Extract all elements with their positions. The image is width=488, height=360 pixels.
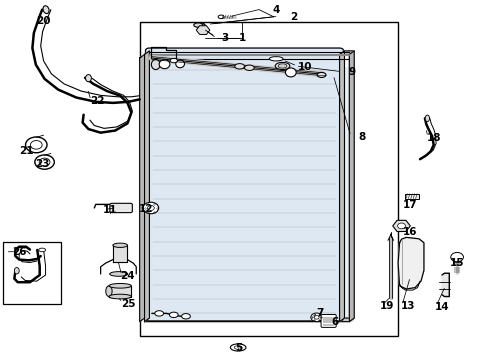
Ellipse shape bbox=[85, 75, 91, 82]
Circle shape bbox=[35, 155, 54, 169]
Text: 21: 21 bbox=[19, 145, 34, 156]
Text: 22: 22 bbox=[90, 96, 104, 106]
Text: 19: 19 bbox=[379, 301, 393, 311]
Ellipse shape bbox=[269, 57, 283, 61]
Ellipse shape bbox=[159, 60, 169, 69]
Ellipse shape bbox=[169, 312, 178, 318]
Text: 6: 6 bbox=[330, 317, 338, 327]
Circle shape bbox=[143, 202, 158, 214]
Polygon shape bbox=[109, 286, 131, 297]
Text: 2: 2 bbox=[289, 12, 296, 22]
Ellipse shape bbox=[244, 65, 254, 71]
Ellipse shape bbox=[218, 15, 224, 19]
Polygon shape bbox=[397, 237, 423, 289]
Circle shape bbox=[25, 137, 47, 153]
Polygon shape bbox=[339, 51, 344, 321]
Text: 12: 12 bbox=[139, 204, 153, 214]
Text: 9: 9 bbox=[347, 67, 355, 77]
Text: 15: 15 bbox=[448, 258, 463, 268]
Ellipse shape bbox=[317, 72, 325, 77]
Ellipse shape bbox=[285, 68, 296, 77]
Text: 5: 5 bbox=[235, 343, 242, 353]
Text: 8: 8 bbox=[357, 132, 365, 142]
Ellipse shape bbox=[175, 60, 184, 68]
Circle shape bbox=[450, 252, 463, 262]
Ellipse shape bbox=[39, 248, 45, 252]
Ellipse shape bbox=[43, 6, 49, 14]
Ellipse shape bbox=[155, 311, 163, 316]
Polygon shape bbox=[441, 273, 448, 297]
Ellipse shape bbox=[109, 294, 131, 299]
Polygon shape bbox=[113, 245, 127, 262]
Bar bbox=[149, 67, 353, 321]
Text: 16: 16 bbox=[402, 227, 417, 237]
Text: 18: 18 bbox=[426, 133, 440, 143]
Text: 11: 11 bbox=[103, 206, 118, 216]
Ellipse shape bbox=[109, 272, 127, 276]
Text: 3: 3 bbox=[221, 33, 228, 43]
Bar bbox=[140, 22, 397, 336]
Circle shape bbox=[314, 316, 319, 319]
Circle shape bbox=[310, 313, 322, 321]
Ellipse shape bbox=[193, 23, 202, 27]
Bar bbox=[405, 194, 418, 199]
Text: 20: 20 bbox=[36, 17, 51, 27]
Polygon shape bbox=[144, 318, 353, 321]
Text: 24: 24 bbox=[120, 271, 135, 281]
Bar bbox=[3, 242, 61, 304]
FancyBboxPatch shape bbox=[110, 203, 132, 213]
Text: 14: 14 bbox=[434, 302, 448, 312]
Text: 26: 26 bbox=[12, 247, 26, 257]
Text: 7: 7 bbox=[316, 308, 323, 318]
Polygon shape bbox=[144, 51, 149, 321]
Text: 10: 10 bbox=[298, 62, 312, 72]
Ellipse shape bbox=[234, 346, 242, 349]
Ellipse shape bbox=[105, 286, 112, 297]
Ellipse shape bbox=[109, 283, 131, 288]
Circle shape bbox=[147, 206, 154, 211]
Circle shape bbox=[30, 140, 42, 149]
Polygon shape bbox=[144, 51, 353, 54]
FancyBboxPatch shape bbox=[321, 315, 335, 327]
Polygon shape bbox=[140, 54, 144, 321]
Text: 13: 13 bbox=[400, 301, 414, 311]
Text: 25: 25 bbox=[121, 299, 136, 309]
Ellipse shape bbox=[275, 62, 289, 69]
FancyBboxPatch shape bbox=[145, 48, 343, 321]
Ellipse shape bbox=[424, 115, 428, 122]
Ellipse shape bbox=[14, 267, 19, 274]
Text: 1: 1 bbox=[238, 33, 245, 43]
Ellipse shape bbox=[113, 243, 127, 247]
Text: 17: 17 bbox=[402, 200, 417, 210]
Circle shape bbox=[397, 223, 405, 229]
Polygon shape bbox=[348, 51, 353, 321]
Circle shape bbox=[39, 158, 50, 166]
Ellipse shape bbox=[151, 59, 160, 69]
Ellipse shape bbox=[170, 58, 177, 63]
Ellipse shape bbox=[234, 64, 244, 69]
Text: 4: 4 bbox=[272, 5, 279, 15]
Ellipse shape bbox=[230, 344, 245, 351]
Ellipse shape bbox=[278, 64, 286, 68]
Ellipse shape bbox=[181, 314, 190, 319]
Text: 23: 23 bbox=[35, 159, 49, 169]
